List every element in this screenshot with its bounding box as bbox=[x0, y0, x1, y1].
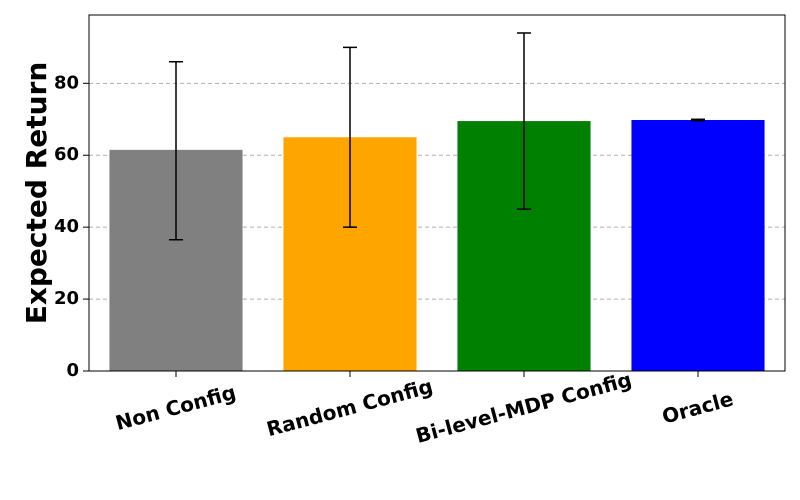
y-axis-title: Expected Return bbox=[20, 62, 53, 325]
y-tick-label: 40 bbox=[54, 216, 79, 237]
plot-frame bbox=[88, 14, 786, 372]
y-axis: 0 20 40 60 80 bbox=[54, 72, 89, 381]
bar bbox=[631, 120, 765, 372]
error-bars bbox=[169, 32, 705, 241]
bars bbox=[109, 120, 765, 372]
y-tick-label: 20 bbox=[54, 288, 79, 309]
x-tick-label: Oracle bbox=[659, 387, 735, 429]
x-tick-label: Random Config bbox=[264, 374, 435, 441]
y-tick-label: 60 bbox=[54, 144, 79, 165]
y-tick-label: 80 bbox=[54, 72, 79, 93]
y-tick-label: 0 bbox=[66, 360, 79, 381]
x-tick-label: Bi-level-MDP Config bbox=[413, 367, 634, 448]
x-tick-label: Non Config bbox=[113, 380, 238, 435]
